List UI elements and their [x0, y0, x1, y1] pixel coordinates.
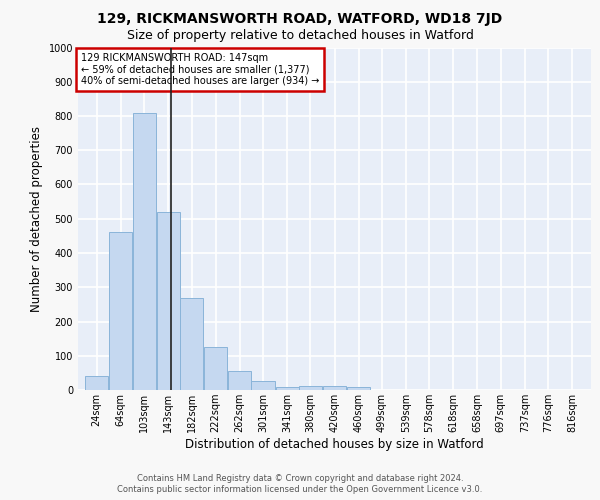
Bar — [251, 382, 275, 390]
Bar — [157, 212, 180, 390]
X-axis label: Distribution of detached houses by size in Watford: Distribution of detached houses by size … — [185, 438, 484, 451]
Y-axis label: Number of detached properties: Number of detached properties — [30, 126, 43, 312]
Bar — [133, 112, 156, 390]
Bar — [204, 347, 227, 390]
Text: 129 RICKMANSWORTH ROAD: 147sqm
← 59% of detached houses are smaller (1,377)
40% : 129 RICKMANSWORTH ROAD: 147sqm ← 59% of … — [80, 52, 319, 86]
Bar — [109, 232, 133, 390]
Bar — [275, 386, 299, 390]
Bar — [180, 298, 203, 390]
Bar — [228, 371, 251, 390]
Text: Size of property relative to detached houses in Watford: Size of property relative to detached ho… — [127, 29, 473, 42]
Bar — [323, 386, 346, 390]
Bar — [299, 386, 322, 390]
Text: 129, RICKMANSWORTH ROAD, WATFORD, WD18 7JD: 129, RICKMANSWORTH ROAD, WATFORD, WD18 7… — [97, 12, 503, 26]
Bar — [347, 388, 370, 390]
Text: Contains HM Land Registry data © Crown copyright and database right 2024.
Contai: Contains HM Land Registry data © Crown c… — [118, 474, 482, 494]
Bar — [85, 376, 108, 390]
